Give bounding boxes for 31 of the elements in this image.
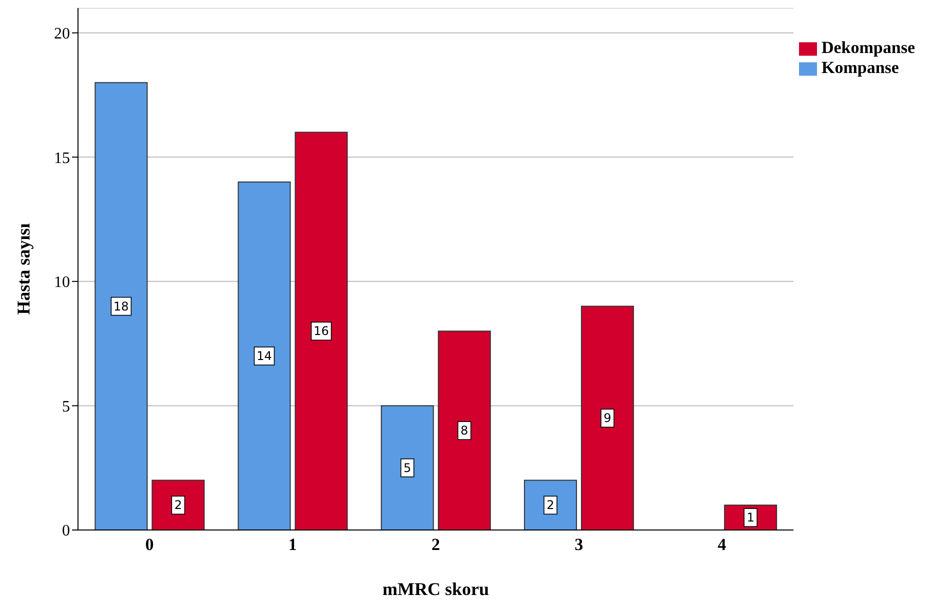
y-tick-label: 20	[54, 26, 70, 43]
x-tick-label: 3	[574, 535, 584, 554]
bar	[580, 306, 634, 530]
bar	[152, 480, 205, 530]
y-tick-label: 15	[54, 150, 70, 167]
y-tick-label: 10	[54, 274, 70, 292]
legend-label: Dekompanse	[821, 38, 915, 57]
legend-label: Kompanse	[821, 58, 899, 78]
data-label: 9	[604, 411, 612, 426]
x-tick-label: 4	[718, 535, 727, 554]
bar	[294, 132, 348, 530]
bar	[380, 405, 434, 530]
y-tick-label: 5	[62, 398, 70, 416]
x-tick-label: 0	[145, 535, 154, 554]
data-label: 2	[546, 498, 554, 512]
bar	[438, 330, 491, 530]
bar	[94, 82, 148, 530]
data-label: 8	[460, 424, 468, 438]
data-label: 18	[114, 299, 129, 314]
data-label: 5	[404, 460, 412, 475]
x-axis-title: mMRC skoru	[382, 579, 489, 599]
bar	[524, 480, 577, 530]
bar	[238, 182, 291, 530]
data-label: 14	[256, 349, 272, 363]
y-tick-label: 0	[62, 522, 70, 540]
data-label: 2	[174, 498, 182, 512]
x-tick-label: 2	[431, 535, 440, 554]
data-label: 1	[746, 510, 754, 525]
x-tick-label: 1	[288, 535, 297, 554]
y-axis-title: Hasta sayısı	[13, 223, 34, 315]
data-label: 16	[314, 324, 329, 338]
